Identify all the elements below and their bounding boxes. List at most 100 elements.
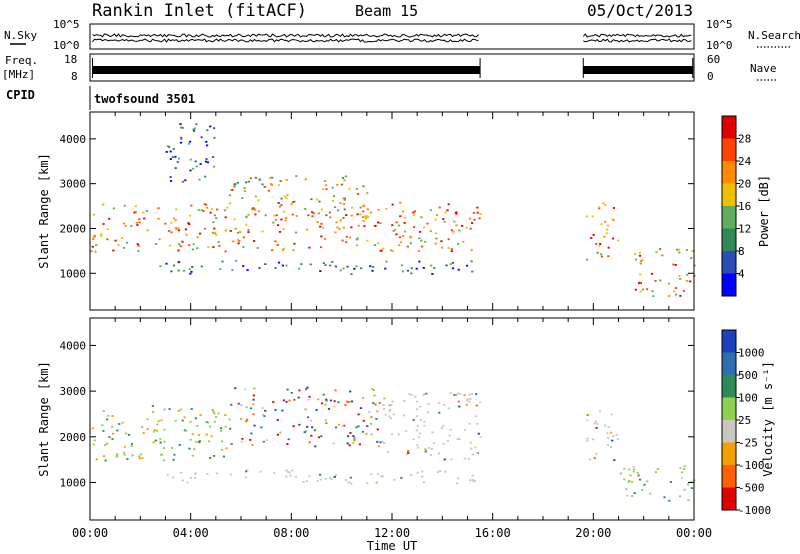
echo-cell bbox=[311, 215, 314, 218]
echo-cell bbox=[345, 235, 348, 238]
echo-cell bbox=[142, 211, 145, 214]
echo-cell bbox=[102, 455, 106, 457]
echo-cell bbox=[333, 476, 336, 478]
echo-cell bbox=[426, 222, 429, 225]
echo-cell bbox=[199, 414, 202, 416]
echo-cell bbox=[172, 264, 176, 267]
echo-cell bbox=[285, 469, 288, 472]
time-axis-labels: 00:00 04:00 08:00 12:00 16:00 20:00 00:00 bbox=[72, 526, 712, 540]
echo-cell bbox=[421, 245, 424, 248]
echo-cell bbox=[204, 175, 207, 178]
echo-cell bbox=[92, 236, 95, 239]
echo-cell bbox=[423, 481, 426, 483]
echo-cell bbox=[324, 264, 327, 266]
echo-cell bbox=[424, 450, 427, 453]
echo-cell bbox=[362, 216, 365, 218]
echo-cell bbox=[254, 176, 257, 179]
echo-cell bbox=[409, 236, 412, 239]
echo-cell bbox=[476, 211, 479, 214]
echo-cell bbox=[302, 480, 305, 483]
echo-cell bbox=[607, 246, 610, 249]
echo-cell bbox=[329, 399, 332, 402]
echo-cell bbox=[463, 457, 466, 460]
echo-cell bbox=[169, 158, 172, 160]
echo-cell bbox=[90, 250, 93, 253]
echo-cell bbox=[137, 244, 140, 247]
echo-cell bbox=[336, 226, 339, 229]
echo-cell bbox=[362, 204, 365, 207]
echo-cell bbox=[339, 220, 342, 222]
echo-cell bbox=[189, 438, 192, 441]
echo-cell bbox=[401, 270, 405, 273]
echo-cell bbox=[277, 202, 280, 204]
power-x-ticks bbox=[89, 112, 695, 310]
echo-cell bbox=[427, 403, 430, 405]
echo-cell bbox=[586, 419, 589, 422]
echo-cell bbox=[604, 424, 607, 427]
echo-cell bbox=[311, 211, 314, 214]
echo-cell bbox=[222, 455, 225, 458]
echo-cell bbox=[310, 198, 313, 201]
echo-cell bbox=[260, 426, 263, 429]
echo-cell bbox=[469, 441, 472, 444]
echo-cell bbox=[362, 220, 365, 222]
echo-cell bbox=[308, 246, 311, 249]
echo-cell bbox=[116, 453, 119, 456]
echo-cell bbox=[174, 227, 177, 229]
echo-cell bbox=[470, 447, 473, 450]
x-tick-label: 00:00 bbox=[72, 526, 108, 540]
echo-cell bbox=[415, 429, 418, 432]
echo-cell bbox=[274, 267, 277, 269]
echo-cell bbox=[258, 178, 262, 181]
echo-cell bbox=[180, 126, 183, 129]
echo-cell bbox=[376, 473, 380, 475]
echo-cell bbox=[669, 481, 672, 483]
echo-cell bbox=[123, 222, 126, 225]
echo-cell bbox=[471, 479, 474, 481]
echo-cell bbox=[468, 400, 471, 403]
echo-cell bbox=[247, 213, 250, 216]
echo-cell bbox=[249, 177, 253, 180]
echo-cell bbox=[317, 436, 321, 439]
echo-cell bbox=[416, 425, 419, 427]
echo-cell bbox=[361, 430, 365, 433]
echo-cell bbox=[264, 214, 267, 217]
velocity-colorbar-label: Velocity [m s⁻¹] bbox=[761, 361, 775, 477]
echo-cell bbox=[195, 165, 198, 168]
echo-cell bbox=[192, 128, 195, 131]
echo-cell bbox=[178, 444, 181, 446]
echo-cell bbox=[641, 288, 645, 291]
echo-cell bbox=[111, 438, 114, 440]
echo-cell bbox=[463, 429, 466, 431]
echo-cell bbox=[194, 476, 197, 479]
echo-cell bbox=[228, 202, 231, 205]
echo-cell bbox=[612, 435, 615, 438]
echo-cell bbox=[138, 457, 141, 460]
echo-cell bbox=[212, 246, 215, 248]
echo-cell bbox=[689, 280, 692, 283]
echo-cell bbox=[399, 215, 402, 218]
echo-cell bbox=[205, 421, 208, 423]
echo-cell bbox=[289, 474, 292, 477]
echo-cell bbox=[456, 482, 459, 485]
echo-cell bbox=[413, 210, 416, 213]
echo-cell bbox=[310, 434, 313, 437]
echo-cell bbox=[373, 394, 376, 397]
echo-cell bbox=[331, 261, 334, 263]
echo-cell bbox=[679, 467, 682, 470]
echo-cell bbox=[293, 398, 296, 401]
echo-cell bbox=[367, 216, 370, 218]
echo-cell bbox=[285, 475, 288, 478]
echo-cell bbox=[154, 439, 157, 442]
echo-cell bbox=[253, 240, 256, 242]
echo-cell bbox=[342, 203, 345, 205]
echo-cell bbox=[252, 403, 255, 406]
echo-cell bbox=[307, 214, 310, 217]
echo-cell bbox=[414, 395, 417, 398]
echo-cell bbox=[332, 195, 336, 198]
echo-cell bbox=[325, 398, 328, 401]
echo-cell bbox=[637, 474, 640, 477]
echo-cell bbox=[130, 225, 133, 227]
echo-cell bbox=[188, 223, 191, 225]
echo-cell bbox=[275, 214, 278, 217]
